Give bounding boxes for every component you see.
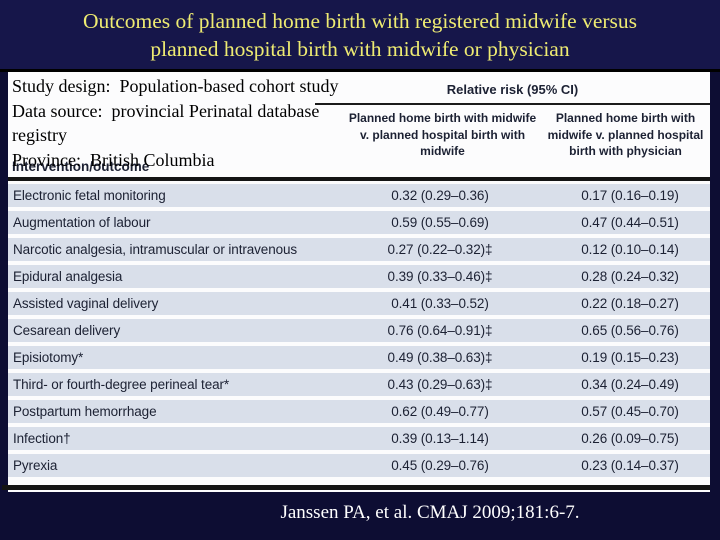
outcome-cell: Assisted vaginal delivery	[13, 296, 159, 311]
relative-risk-group-header: Relative risk (95% CI)	[446, 82, 579, 97]
study-design-line: Study design: Population-based cohort st…	[12, 76, 339, 96]
outcome-cell: Pyrexia	[13, 458, 58, 473]
rr-vs-midwife-cell: 0.39 (0.33–0.46)‡	[387, 269, 493, 284]
slide-title-line1: Outcomes of planned home birth with regi…	[82, 8, 638, 33]
rr-vs-midwife-cell: 0.41 (0.33–0.52)	[391, 296, 489, 311]
outcome-cell: Augmentation of labour	[13, 215, 151, 230]
column-header-vs-hospital-midwife: Planned home birth with midwife v. plann…	[348, 111, 537, 158]
rr-vs-physician-cell: 0.23 (0.14–0.37)	[581, 458, 679, 473]
rr-vs-physician-cell: 0.34 (0.24–0.49)	[581, 377, 679, 392]
citation-text: Janssen PA, et al. CMAJ 2009;181:6-7.	[280, 502, 580, 523]
rr-vs-physician-cell: 0.12 (0.10–0.14)	[581, 242, 679, 257]
outcome-cell: Epidural analgesia	[13, 269, 123, 284]
rr-vs-physician-cell: 0.65 (0.56–0.76)	[581, 323, 679, 338]
table-row: Narcotic analgesia, intramuscular or int…	[8, 238, 710, 261]
registry-line: registry	[12, 125, 67, 145]
outcome-cell: Cesarean delivery	[13, 323, 121, 338]
outcome-cell: Third- or fourth-degree perineal tear*	[13, 377, 230, 392]
table-row: Epidural analgesia 0.39 (0.33–0.46)‡ 0.2…	[8, 265, 710, 288]
table-row: Cesarean delivery 0.76 (0.64–0.91)‡ 0.65…	[8, 319, 710, 342]
table-row: Pyrexia 0.45 (0.29–0.76) 0.23 (0.14–0.37…	[8, 454, 710, 477]
table-row: Augmentation of labour 0.59 (0.55–0.69) …	[8, 211, 710, 234]
rr-vs-midwife-cell: 0.49 (0.38–0.63)‡	[387, 350, 493, 365]
table-row: Episiotomy* 0.49 (0.38–0.63)‡ 0.19 (0.15…	[8, 346, 710, 369]
table-bottom-rule	[2, 485, 710, 490]
outcome-cell: Postpartum hemorrhage	[13, 404, 157, 419]
table-body: Electronic fetal monitoring 0.32 (0.29–0…	[8, 184, 710, 477]
table-row: Electronic fetal monitoring 0.32 (0.29–0…	[8, 184, 710, 207]
province-line: Province: British Columbia	[12, 149, 215, 170]
table-row: Postpartum hemorrhage 0.62 (0.49–0.77) 0…	[8, 400, 710, 423]
rr-vs-midwife-cell: 0.62 (0.49–0.77)	[391, 404, 489, 419]
rr-vs-physician-cell: 0.57 (0.45–0.70)	[581, 404, 679, 419]
rr-vs-midwife-cell: 0.45 (0.29–0.76)	[391, 458, 489, 473]
outcome-cell: Narcotic analgesia, intramuscular or int…	[13, 242, 298, 257]
intervention-outcome-header: Intervention/outcome	[12, 159, 150, 174]
title-band: Outcomes of planned home birth with regi…	[0, 0, 720, 72]
table-row: Third- or fourth-degree perineal tear* 0…	[8, 373, 710, 396]
rr-vs-midwife-cell: 0.39 (0.13–1.14)	[391, 431, 489, 446]
outcome-cell: Electronic fetal monitoring	[13, 188, 166, 203]
rr-vs-physician-cell: 0.17 (0.16–0.19)	[581, 188, 679, 203]
rr-vs-midwife-cell: 0.32 (0.29–0.36)	[391, 188, 489, 203]
slide-title-line2: planned hospital birth with midwife or p…	[150, 36, 570, 61]
rr-vs-physician-cell: 0.22 (0.18–0.27)	[581, 296, 679, 311]
rr-vs-physician-cell: 0.47 (0.44–0.51)	[581, 215, 679, 230]
table-row: Infection† 0.39 (0.13–1.14) 0.26 (0.09–0…	[8, 427, 710, 450]
rr-vs-midwife-cell: 0.27 (0.22–0.32)‡	[387, 242, 493, 257]
citation-band: Janssen PA, et al. CMAJ 2009;181:6-7.	[0, 492, 720, 540]
rr-vs-physician-cell: 0.19 (0.15–0.23)	[581, 350, 679, 365]
study-info-textbox: Study design: Population-based cohort st…	[12, 74, 338, 172]
group-header-underline	[315, 103, 710, 105]
data-source-line: Data source: provincial Perinatal databa…	[12, 100, 320, 121]
outcome-cell: Infection†	[13, 431, 71, 446]
column-header-vs-hospital-physician: Planned home birth with midwife v. plann…	[547, 111, 704, 158]
rr-vs-physician-cell: 0.26 (0.09–0.75)	[581, 431, 679, 446]
table-row: Assisted vaginal delivery 0.41 (0.33–0.5…	[8, 292, 710, 315]
table-top-rule	[8, 177, 710, 181]
outcome-cell: Episiotomy*	[13, 350, 84, 365]
rr-vs-midwife-cell: 0.76 (0.64–0.91)‡	[387, 323, 493, 338]
rr-vs-midwife-cell: 0.43 (0.29–0.63)‡	[387, 377, 493, 392]
rr-vs-midwife-cell: 0.59 (0.55–0.69)	[391, 215, 489, 230]
rr-vs-physician-cell: 0.28 (0.24–0.32)	[581, 269, 679, 284]
